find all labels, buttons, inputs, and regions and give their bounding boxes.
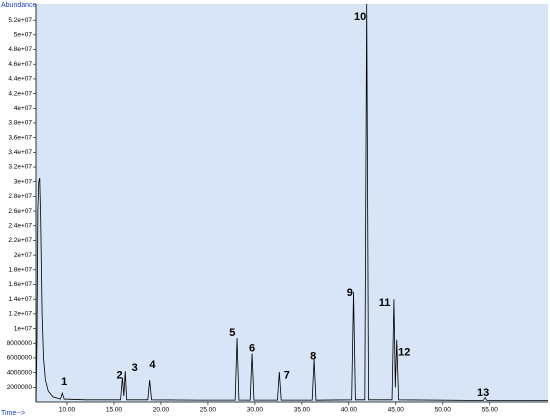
x-axis-label: Time--> — [1, 410, 25, 417]
y-tick-label: 1.2e+07 — [8, 311, 32, 318]
peak-label: 1 — [61, 376, 67, 388]
x-tick-label: 40.00 — [341, 407, 358, 414]
y-tick-label: 2000000 — [7, 384, 33, 391]
peak-label: 12 — [398, 347, 410, 359]
y-tick-label: 4000000 — [7, 369, 33, 376]
peak-label: 3 — [132, 362, 138, 374]
y-tick-label: 5.2e+07 — [8, 17, 32, 24]
peak-label: 4 — [149, 359, 156, 371]
y-tick-label: 6000000 — [7, 355, 33, 362]
peak-label: 5 — [229, 327, 235, 339]
x-tick-label: 45.00 — [388, 407, 405, 414]
y-tick-label: 3e+07 — [14, 178, 33, 185]
peak-label: 13 — [477, 387, 489, 399]
y-tick-label: 3.2e+07 — [8, 164, 32, 171]
y-tick-label: 3.4e+07 — [8, 149, 32, 156]
peak-label: 6 — [249, 342, 255, 354]
y-tick-label: 4.8e+07 — [8, 46, 32, 53]
x-tick-label: 35.00 — [294, 407, 311, 414]
x-tick-label: 50.00 — [435, 407, 452, 414]
peak-label: 2 — [117, 369, 123, 381]
y-tick-label: 1.8e+07 — [8, 267, 32, 274]
peak-label: 9 — [347, 287, 353, 299]
y-tick-label: 8000000 — [7, 340, 33, 347]
y-tick-label: 2.8e+07 — [8, 193, 32, 200]
x-tick-label: 30.00 — [247, 407, 264, 414]
y-tick-label: 1.6e+07 — [8, 281, 32, 288]
y-tick-label: 1.4e+07 — [8, 296, 32, 303]
peak-label: 10 — [354, 11, 366, 23]
x-tick-label: 55.00 — [482, 407, 499, 414]
y-tick-label: 4.4e+07 — [8, 76, 32, 83]
y-tick-label: 2.6e+07 — [8, 208, 32, 215]
peak-label: 8 — [310, 350, 316, 362]
y-tick-label: 4e+07 — [14, 105, 33, 112]
y-axis-label: Abundance — [1, 2, 37, 9]
y-tick-label: 2.2e+07 — [8, 237, 32, 244]
x-tick-label: 25.00 — [200, 407, 217, 414]
peak-label: 7 — [284, 369, 290, 381]
y-tick-label: 4.2e+07 — [8, 90, 32, 97]
y-tick-label: 2.4e+07 — [8, 222, 32, 229]
y-tick-label: 3.8e+07 — [8, 120, 32, 127]
x-tick-label: 15.00 — [106, 407, 123, 414]
x-tick-label: 20.00 — [153, 407, 170, 414]
y-tick-label: 2e+07 — [14, 252, 33, 259]
y-tick-label: 5e+07 — [14, 32, 33, 39]
y-tick-label: 4.6e+07 — [8, 61, 32, 68]
x-tick-label: 10.00 — [59, 407, 76, 414]
y-tick-label: 1e+07 — [14, 325, 33, 332]
y-tick-label: 3.6e+07 — [8, 134, 32, 141]
plot-area — [36, 4, 548, 402]
trace — [35, 3, 548, 403]
peak-label: 11 — [379, 297, 391, 309]
